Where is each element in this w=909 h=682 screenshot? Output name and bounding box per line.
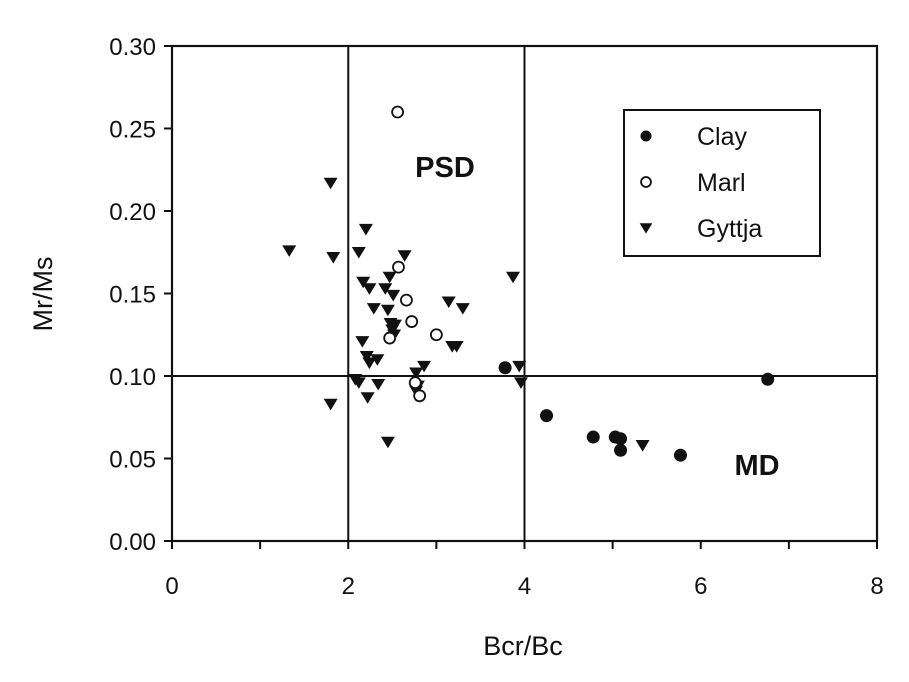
gyttja-marker-icon [378,283,393,295]
clay-marker-icon [761,372,775,386]
series-clay [498,361,775,462]
gyttja-marker-icon [380,436,395,449]
y-tick-label: 0.05 [109,447,156,474]
ticks: 0.00 0.05 0.10 0.15 0.20 0.25 0.30 0 2 4 6 8 [109,34,883,600]
legend-item-clay: Clay [640,123,748,151]
x-tick-label: 8 [870,573,883,600]
marl-marker-icon [392,260,405,274]
marl-marker-icon [405,315,419,328]
marl-marker-icon [408,376,422,390]
gyttja-marker-icon [512,360,527,373]
gyttja-marker-icon [362,357,377,370]
clay-marker-icon [498,361,512,375]
reference-lines [172,46,877,541]
gyttja-marker-icon [409,367,424,379]
x-axis-title: Bcr/Bc [483,631,563,661]
y-tick-label: 0.25 [109,117,156,144]
marl-marker-icon [429,328,443,342]
gyttja-marker-icon [455,303,470,315]
marl-marker-icon [400,293,413,307]
y-tick-label: 0.15 [109,282,156,309]
clay-marker-icon [540,409,554,423]
region-label-md: MD [734,450,779,482]
data-points [282,105,775,462]
gyttja-marker-icon [359,350,374,363]
gyttja-marker-icon [351,377,366,389]
legend-box [623,109,821,257]
gyttja-marker-icon [362,283,377,295]
gyttja-marker-icon [356,276,371,289]
y-tick-label: 0.30 [109,34,156,61]
gyttja-marker-icon [382,271,397,284]
legend-label: Gyttja [697,215,762,243]
gyttja-marker-icon [323,177,338,190]
marl-marker-icon [391,105,405,119]
gyttja-marker-icon [355,336,370,348]
x-tick-label: 2 [342,573,355,600]
x-tick-label: 6 [694,573,707,600]
gyttja-marker-icon [417,360,432,373]
gyttja-marker-icon [506,271,521,284]
legend-label: Clay [697,123,748,151]
gyttja-marker-icon [370,354,385,366]
gyttja-marker-icon [441,296,456,309]
clay-marker-icon [640,130,652,142]
gyttja-marker-icon [386,289,401,302]
x-tick-label: 0 [165,573,178,600]
y-tick-label: 0.20 [109,199,156,226]
gyttja-marker-icon [513,377,528,389]
gyttja-marker-icon [371,379,386,391]
region-label-psd: PSD [415,152,475,184]
marl-marker-icon [413,389,427,403]
gyttja-marker-icon [351,247,366,259]
legend: Clay Marl Gyttja [623,109,821,257]
gyttja-marker-icon [360,392,375,404]
series-marl [383,105,443,403]
gyttja-marker-icon [397,250,412,262]
y-tick-label: 0.00 [109,529,156,556]
gyttja-marker-icon [366,303,381,315]
clay-marker-icon [586,430,600,444]
gyttja-marker-icon [380,304,395,317]
clay-marker-icon [614,432,628,446]
y-tick-label: 0.10 [109,364,156,391]
gyttja-marker-icon [282,245,297,257]
y-axis-title: Mr/Ms [28,257,58,332]
marl-marker-icon [383,331,397,345]
clay-marker-icon [673,448,687,462]
legend-item-gyttja: Gyttja [639,215,762,243]
legend-item-marl: Marl [640,169,746,197]
x-tick-label: 4 [518,573,531,600]
gyttja-marker-icon [323,398,338,411]
legend-label: Marl [697,169,746,197]
marl-marker-icon [640,176,652,188]
gyttja-marker-icon [358,223,373,236]
gyttja-marker-icon [635,440,650,452]
gyttja-marker-icon [639,223,653,234]
series-gyttja [282,177,650,452]
gyttja-marker-icon [449,341,464,353]
clay-marker-icon [614,443,628,457]
gyttja-marker-icon [326,251,341,264]
